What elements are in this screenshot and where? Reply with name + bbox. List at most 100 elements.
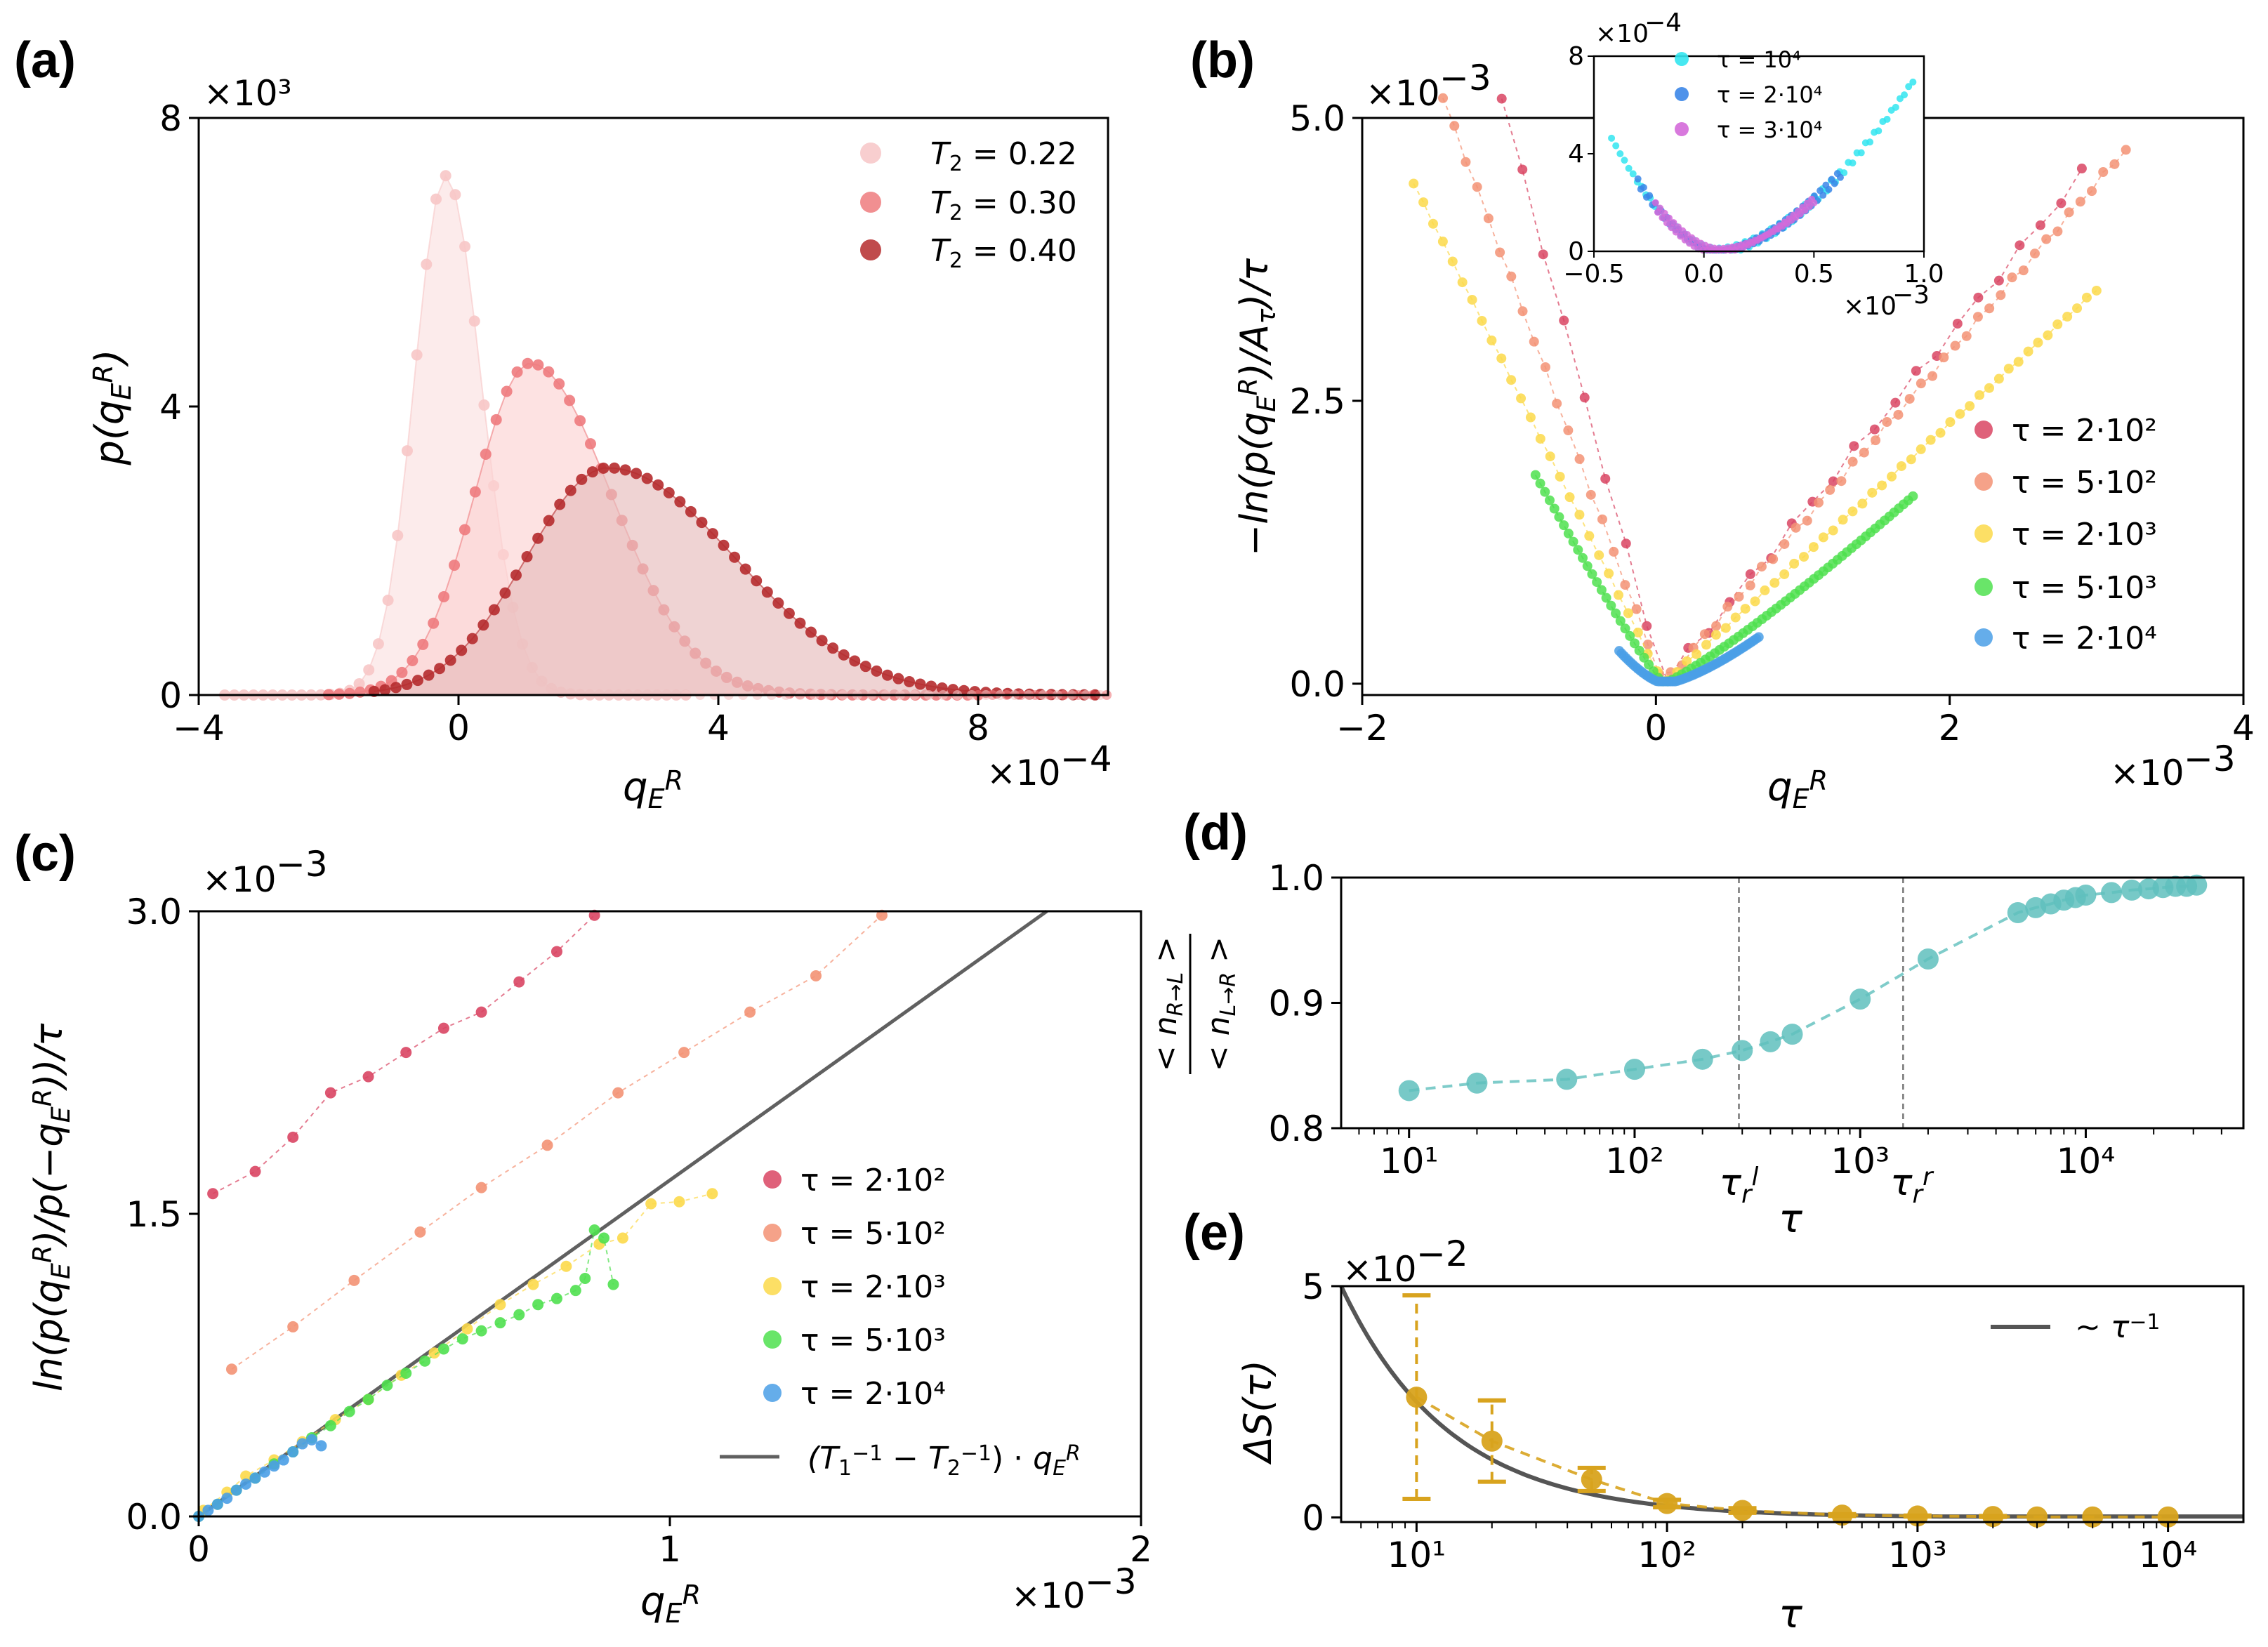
data-point [478,399,490,411]
data-point [1483,213,1494,224]
label-part: p( [87,423,133,466]
data-point [1540,362,1550,372]
label-part: R→L [1163,972,1188,1017]
data-point [240,1470,252,1482]
data-point [1769,578,1780,588]
data-point [434,663,446,675]
data-point [1779,569,1790,579]
data-point [1734,591,1744,602]
y-exponent-power: −2 [1416,1233,1468,1274]
data-point [1996,290,2006,300]
data-point [392,529,404,541]
data-point [315,1440,327,1452]
data-point [685,505,697,517]
data-point [2029,249,2040,259]
data-point [1831,1504,1853,1526]
data-point [827,642,839,654]
y-tick-label: 0 [1302,1497,1324,1538]
y-axis-label: ln(p(qER)/p(−qER))/τ [27,1023,76,1391]
data-point [2018,265,2029,276]
data-point [2186,874,2208,896]
label-part: R [665,765,683,796]
data-point [1779,538,1790,549]
data-point [1993,275,2004,286]
data-point [1516,393,1527,404]
data-point [407,654,418,666]
data-point [1495,247,1505,258]
inset-point [1646,192,1654,199]
data-point [1828,476,1838,487]
label-part: τ [1720,1162,1742,1204]
data-point [1621,538,1631,549]
data-point [1867,487,1878,498]
y-tick-label: 5.0 [1289,98,1345,139]
inset-point [1612,142,1620,150]
data-point [1642,640,1653,650]
data-point [1730,612,1741,623]
data-point [1818,532,1828,543]
data-point [522,357,534,369]
data-point [579,1272,591,1284]
data-point [2109,159,2120,169]
x-exponent: ×10 [1011,1575,1086,1616]
data-point [362,1071,374,1083]
legend-label: τ = 2·10⁴ [800,1376,946,1412]
data-point [1596,585,1607,595]
data-point [490,414,502,425]
data-point [372,638,384,650]
data-point [652,479,664,491]
data-point [1549,503,1560,514]
data-point [1578,553,1588,563]
label-part: q [1232,412,1277,436]
inset-y-tick-label: 0 [1568,237,1584,266]
data-point [1850,988,1871,1010]
y-axis-label: < nR→L >< nL→R > [1148,934,1241,1074]
data-point [1877,480,1887,491]
data-point [1682,656,1692,666]
data-point [859,661,871,673]
data-point [513,976,525,988]
data-point [521,550,533,562]
data-point [631,468,642,479]
inset-point [1905,83,1913,91]
data-point [1457,277,1468,288]
y-tick-label: 1.5 [126,1194,182,1235]
legend-marker [1974,472,1993,491]
data-point [1760,585,1770,595]
data-point [2003,364,2014,374]
data-point [477,619,489,631]
y-tick-label: 5 [1302,1266,1324,1307]
data-point [1574,454,1585,464]
data-point [1972,312,1983,322]
data-point [1609,546,1619,557]
data-point [1437,237,1448,247]
x-tick-label: 10⁴ [2139,1535,2198,1575]
data-point [1961,331,1972,341]
data-point [207,1188,219,1200]
data-point [2064,207,2074,218]
label-part: > [1148,937,1184,972]
data-point [2007,901,2029,923]
data-point [1581,1469,1602,1490]
data-point [881,669,893,681]
data-point [1594,550,1604,560]
label-part: τ = 2·10³ [800,1269,946,1305]
label-part: 2 [949,201,963,225]
x-exponent: ×10 [2110,753,2184,793]
data-point [838,649,850,661]
data-point [287,1446,299,1458]
x-tick-label: 8 [967,708,989,748]
y-tick-label: 2.5 [1289,381,1345,422]
data-point [1631,604,1642,614]
data-point [1506,271,1517,282]
data-point [1517,164,1528,175]
data-point [576,473,588,485]
data-point [1656,1493,1678,1514]
data-point [739,563,751,575]
inset-point [1640,183,1647,191]
y-tick-label: 0.9 [1268,984,1324,1024]
data-point [1639,652,1649,663]
data-point [1740,604,1751,614]
label-part: τ [1779,1196,1802,1242]
data-point [1750,596,1760,607]
